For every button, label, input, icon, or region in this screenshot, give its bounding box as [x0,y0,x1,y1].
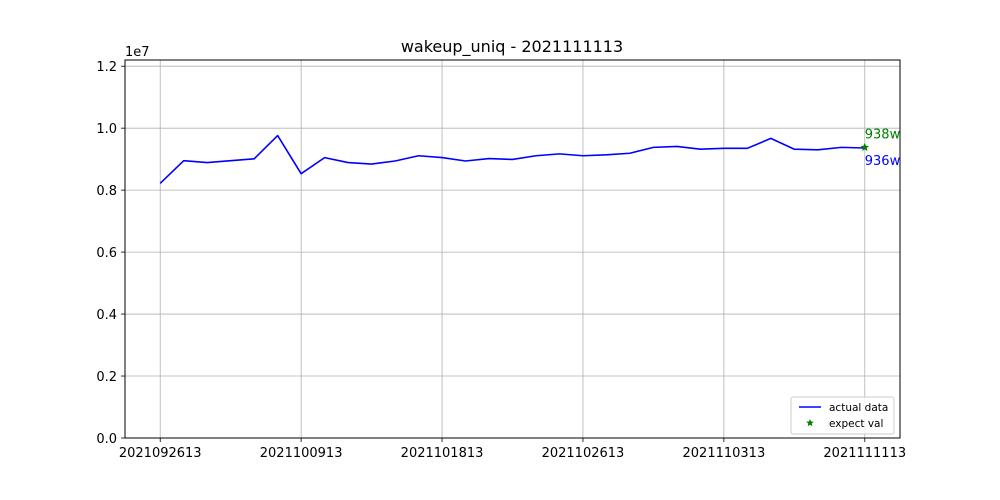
value-annotation: 938w [865,127,901,142]
expect-val-marker [860,142,870,152]
grid-lines [125,60,900,439]
y-tick-label: 1.2 [96,60,117,75]
y-tick-label: 0.4 [96,308,117,323]
y-tick-label: 0.0 [96,432,117,447]
value-annotation: 936w [865,154,901,169]
x-tick-label: 2021111113 [823,446,906,461]
annotations: 938w 936w [865,127,901,169]
x-tick-label: 2021110313 [683,446,766,461]
series-line-actual-data [159,134,865,184]
y-scale-label: 1e7 [125,45,150,60]
x-tick-label: 2021101813 [401,446,484,461]
x-tick-label: 2021092613 [119,446,202,461]
x-tick-label: 2021102613 [542,446,625,461]
legend-swatch-star [806,419,814,427]
axes-layer: 0.0 0.2 0.4 0.6 0.8 1.0 1.2 2021092613 202110091… [96,59,906,461]
y-tick-label: 0.6 [96,246,117,261]
legend-entry-label: actual data [829,402,888,414]
plot-frame [124,59,901,439]
chart-title: wakeup_uniq - 2021111113 [401,37,623,57]
y-tick-label: 1.0 [96,122,117,137]
series-layer [159,134,870,184]
legend: actual data expect val [790,396,895,435]
x-tick-label: 2021100913 [260,446,343,461]
legend-entry-label: expect val [829,418,883,430]
y-tick-label: 0.2 [96,370,117,385]
y-tick-label: 0.8 [96,184,117,199]
